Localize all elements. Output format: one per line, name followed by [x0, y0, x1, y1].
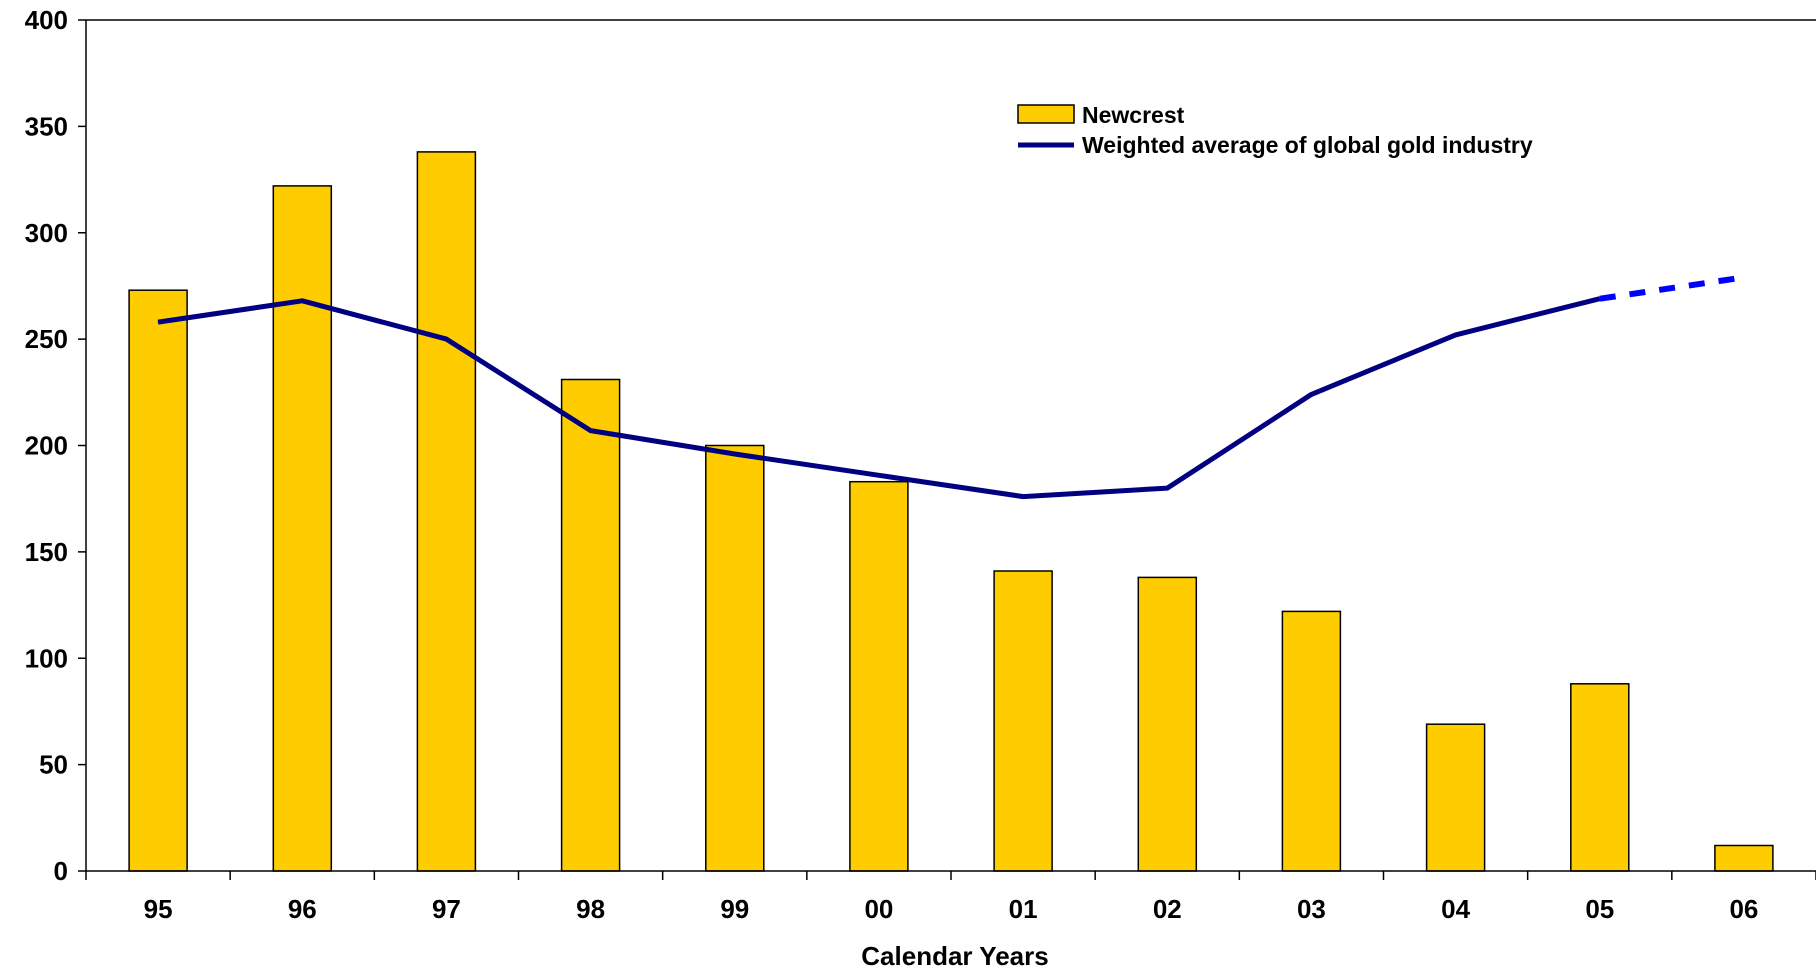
x-tick-label-04: 04: [1441, 894, 1470, 924]
newcrest-bars: [128, 151, 1774, 872]
bar-newcrest-97: [416, 151, 477, 872]
line-point-industry-average-99: [734, 453, 736, 455]
bar-newcrest-04: [1425, 723, 1486, 872]
x-tick-label-00: 00: [864, 894, 893, 924]
x-tick-label-03: 03: [1297, 894, 1326, 924]
line-point-industry-average-04: [1455, 334, 1457, 336]
x-tick-label-06: 06: [1729, 894, 1758, 924]
line-point-industry-average-02: [1166, 487, 1168, 489]
line-point-industry-average-97: [445, 338, 447, 340]
line-point-industry-average-01: [1022, 496, 1024, 498]
bar-newcrest-96: [272, 185, 333, 872]
bar-newcrest-01: [993, 570, 1053, 872]
x-tick-label-98: 98: [576, 894, 605, 924]
bar-newcrest-03: [1281, 610, 1342, 872]
x-tick-label-02: 02: [1153, 894, 1182, 924]
y-tick-label-400: 400: [25, 5, 68, 35]
line-point-industry-average-96: [301, 300, 303, 302]
industry-average-line: [157, 274, 1745, 500]
x-tick-label-01: 01: [1009, 894, 1038, 924]
y-tick-label-350: 350: [25, 111, 68, 141]
bar-newcrest-99: [705, 444, 765, 872]
y-tick-label-250: 250: [25, 324, 68, 354]
y-tick-label-200: 200: [25, 431, 68, 461]
bar-newcrest-02: [1137, 576, 1198, 872]
bar-newcrest-06: [1714, 844, 1774, 872]
line-point-industry-average-98: [590, 430, 592, 432]
line-point-industry-average-95: [157, 321, 159, 323]
legend-label-newcrest: Newcrest: [1082, 102, 1185, 128]
x-tick-label-95: 95: [144, 894, 173, 924]
legend: Newcrest Weighted average of global gold…: [1017, 102, 1533, 158]
x-tick-label-96: 96: [288, 894, 317, 924]
bar-newcrest-05: [1570, 683, 1630, 872]
y-tick-label-50: 50: [39, 750, 68, 780]
y-tick-label-100: 100: [25, 643, 68, 673]
line-industry-average: [157, 296, 1601, 500]
bar-newcrest-98: [560, 378, 621, 872]
line-point-industry-average-00: [878, 474, 880, 476]
legend-swatch-newcrest: [1017, 104, 1075, 124]
y-tick-label-0: 0: [54, 856, 68, 886]
x-axis-title: Calendar Years: [861, 941, 1048, 968]
x-tick-label-97: 97: [432, 894, 461, 924]
x-tick-label-05: 05: [1585, 894, 1614, 924]
y-tick-label-300: 300: [25, 218, 68, 248]
legend-label-industry-average: Weighted average of global gold industry: [1082, 132, 1533, 158]
line-industry-average-projection: [1599, 274, 1745, 302]
bar-newcrest-95: [128, 289, 188, 872]
line-point-industry-average-03: [1310, 393, 1312, 395]
y-tick-label-150: 150: [25, 537, 68, 567]
x-tick-label-99: 99: [720, 894, 749, 924]
bar-newcrest-00: [849, 480, 909, 872]
